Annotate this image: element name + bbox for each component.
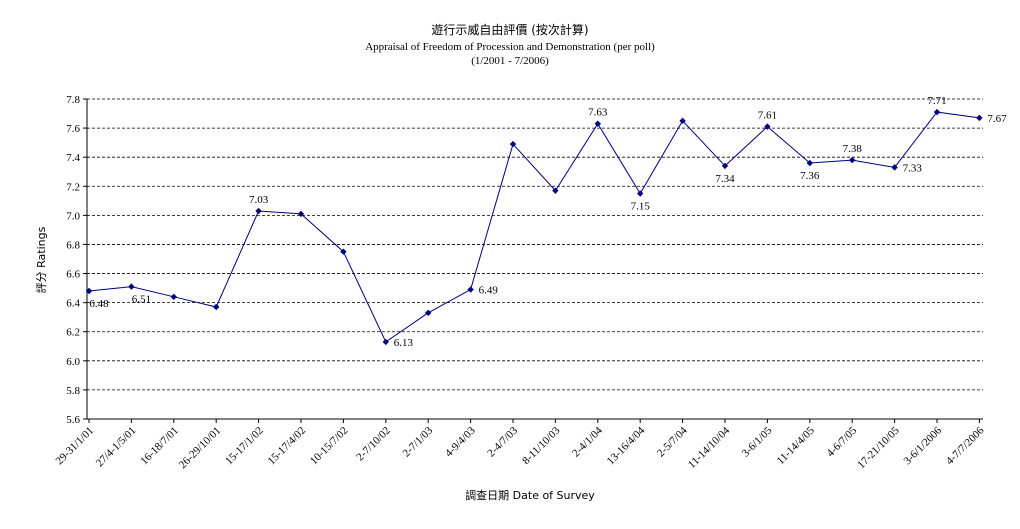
axes <box>83 98 983 423</box>
x-tick-label: 15-17/4/02 <box>265 425 308 468</box>
y-tick-label: 7.6 <box>66 123 80 135</box>
y-tick-label: 7.0 <box>66 210 80 222</box>
data-point <box>170 293 177 301</box>
x-tick-label: 2-4/7/03 <box>485 424 520 459</box>
data-label: 6.51 <box>132 294 151 306</box>
data-point <box>976 114 983 122</box>
data-point <box>255 207 262 215</box>
data-point <box>467 286 474 293</box>
x-tick-label: 16-18/7/01 <box>138 425 181 468</box>
y-tick-label: 6.0 <box>66 356 80 368</box>
data-label: 6.48 <box>89 298 109 310</box>
data-label: 7.71 <box>927 95 946 107</box>
y-tick-label: 7.8 <box>66 94 80 106</box>
x-tick-label: 17-21/10/05 <box>855 424 902 471</box>
data-labels: 6.48 6.51 7.03 6.13 6.49 7.63 7.15 7.34 7.61 7.36… <box>89 95 1007 349</box>
x-tick-label: 3-6/1/2006 <box>901 424 944 467</box>
gridlines <box>87 98 983 391</box>
chart-title: 遊行示威自由評價 (按次計算) <box>431 22 588 37</box>
x-tick-label: 27/4-1/5/01 <box>94 425 139 470</box>
data-label: 7.34 <box>715 173 735 185</box>
data-point <box>425 309 432 317</box>
x-tick-label: 2-5/7/04 <box>655 424 690 459</box>
y-tick-label: 5.8 <box>66 385 80 397</box>
data-point <box>891 164 898 171</box>
y-tick-label: 6.4 <box>66 298 80 310</box>
data-label: 7.67 <box>987 113 1007 125</box>
y-tick-label: 7.4 <box>66 152 80 164</box>
data-label: 6.13 <box>394 337 414 349</box>
data-label: 7.15 <box>631 201 651 213</box>
chart-period: (1/2001 - 7/2006) <box>471 55 549 67</box>
data-point <box>594 120 601 127</box>
data-point <box>509 140 517 148</box>
x-tick-label: 4-9/4/03 <box>443 424 478 459</box>
data-point <box>213 303 220 311</box>
y-tick-label: 6.2 <box>66 327 80 339</box>
data-label: 6.49 <box>479 285 499 297</box>
y-axis-title: 評分 Ratings <box>34 226 48 293</box>
data-label: 7.33 <box>903 162 923 174</box>
data-markers <box>85 108 983 346</box>
series-polyline <box>88 111 980 343</box>
x-tick-label: 11-14/10/04 <box>686 424 733 471</box>
x-tick-label: 2-7/10/02 <box>354 425 393 464</box>
y-tick-label: 6.8 <box>66 239 80 251</box>
data-label: 7.03 <box>249 194 269 206</box>
data-point <box>721 162 729 170</box>
y-tick-label: 5.6 <box>66 414 80 426</box>
data-point <box>340 248 347 255</box>
data-label: 7.61 <box>758 110 777 122</box>
data-point <box>679 117 686 125</box>
data-label: 7.38 <box>843 143 863 155</box>
x-tick-label: 8-11/10/03 <box>520 424 563 467</box>
data-point <box>297 210 305 218</box>
x-tick-label: 10-15/7/02 <box>308 425 351 468</box>
x-tick-label: 3-6/1/05 <box>740 424 775 459</box>
x-axis-title: 調查日期 Date of Survey <box>465 488 595 502</box>
data-point <box>128 283 135 290</box>
x-tick-label: 29-31/1/01 <box>53 425 96 468</box>
x-tick-label: 15-17/1/02 <box>223 425 266 468</box>
data-point <box>552 187 559 194</box>
data-point <box>849 156 856 164</box>
x-tick-label: 4-7/7/2006 <box>944 424 987 467</box>
data-point <box>637 190 644 197</box>
x-tick-label: 2-4/1/04 <box>570 424 605 459</box>
x-tick-label: 2-7/1/03 <box>400 424 435 459</box>
data-point <box>382 338 389 346</box>
series-line <box>88 111 980 343</box>
y-tick-label: 7.2 <box>66 181 80 193</box>
data-point <box>806 159 813 167</box>
x-tick-label: 4-6/7/05 <box>824 424 859 459</box>
data-point <box>764 123 771 130</box>
x-tick-label: 11-14/4/05 <box>775 424 818 467</box>
data-label: 7.63 <box>588 107 608 119</box>
y-tick-labels: 5.6 5.8 6.0 6.2 6.4 6.6 6.8 7.0 7.2 7.4 7.6 7.8 <box>66 94 80 426</box>
data-label: 7.36 <box>800 170 820 182</box>
data-point <box>85 287 93 295</box>
chart-subtitle: Appraisal of Freedom of Procession and D… <box>365 41 655 53</box>
x-tick-label: 26-29/10/01 <box>177 425 224 472</box>
x-tick-label: 13-16/4/04 <box>605 424 648 467</box>
y-tick-label: 6.6 <box>66 269 80 281</box>
data-point <box>933 108 941 116</box>
